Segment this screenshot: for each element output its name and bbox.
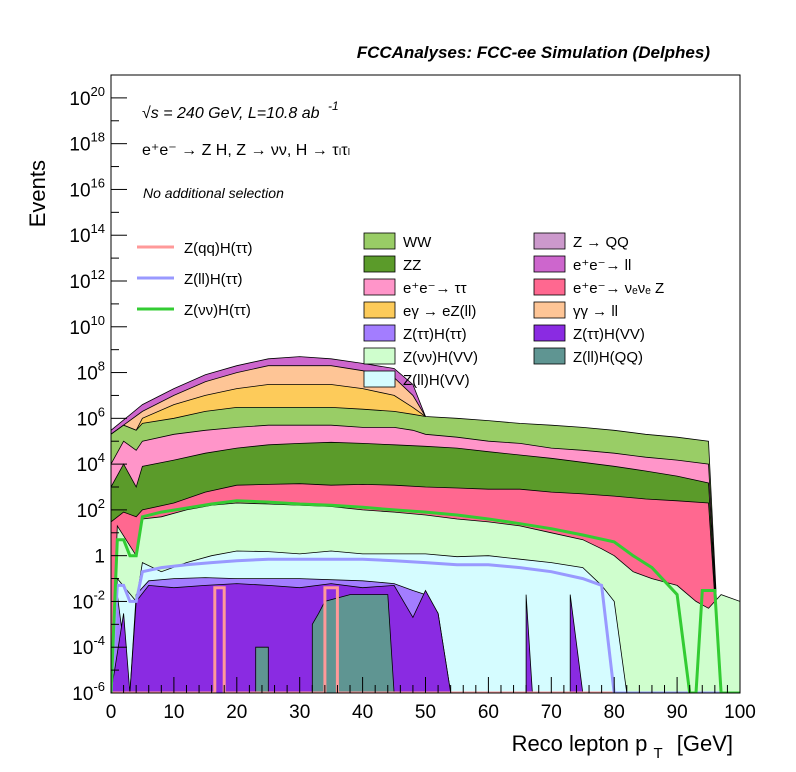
legend-bkg-swatch [363,278,396,296]
y-tick-label: 108 [77,359,105,385]
legend: Z(qq)H(ττ) Z(ll)H(ττ) Z(νν)H(ττ) WW ZZ e⁺e⁻→ … [137,232,664,389]
x-tick-label: 40 [352,702,373,723]
energy-label: √s = 240 GeV, L=10.8 ab -1 [142,99,339,122]
legend-bkg-label: Z(ll)H(VV) [403,372,470,389]
legend-bkg-label: Z(νν)H(VV) [403,349,478,366]
legend-bkg-label: γγ → ll [573,303,618,320]
y-tick-label: 1 [94,547,105,568]
y-axis-title: Events [25,160,50,227]
x-tick-label: 70 [541,702,562,723]
legend-bkg-label: e⁺e⁻→ νₑνₑ Z [573,280,664,297]
legend-bkg-label: e⁺e⁻→ ττ [403,280,467,297]
y-tick-label: 1010 [69,313,105,339]
legend-signal-label: Z(qq)H(ττ) [184,240,253,257]
legend-bkg-swatch [533,278,566,296]
x-tick-label: 30 [289,702,310,723]
signal-layer [111,499,740,693]
energy-text: √s = 240 GeV, L=10.8 ab [142,105,320,122]
energy-exponent: -1 [328,99,339,113]
y-tick-label: 10-6 [72,679,105,705]
y-tick-label: 10-2 [72,587,105,613]
legend-bkg-label: Z(ll)H(QQ) [573,349,643,366]
y-tick-label: 102 [77,496,105,522]
legend-bkg-label: e⁺e⁻→ ll [573,257,631,274]
legend-bkg-swatch [533,232,566,250]
y-tick-label: 1018 [69,130,105,156]
x-axis-title-unit: [GeV] [677,731,733,756]
y-tick-label: 106 [77,404,105,430]
legend-signal-label: Z(νν)H(ττ) [184,302,251,319]
legend-bkg-swatch [363,324,396,342]
x-tick-label: 0 [106,702,117,723]
legend-bkg-label: ZZ [403,257,421,274]
signal-line-z-ll-h [111,557,740,693]
legend-bkg-label: Z(ττ)H(ττ) [403,326,467,343]
x-axis-title: Reco lepton p T [GeV] [512,731,733,763]
legend-signal-label: Z(ll)H(ττ) [184,271,243,288]
signal-line-z-qq-h [111,586,740,693]
x-tick-label: 80 [604,702,625,723]
legend-bkg-swatch [363,347,396,365]
process-label: e⁺e⁻ → Z H, Z → νν, H → τₗτₗ [142,142,350,159]
legend-bkg-swatch [363,255,396,273]
legend-bkg-swatch [533,255,566,273]
selection-label: No additional selection [143,185,284,201]
y-tick-label: 1014 [69,221,105,247]
chart-header: FCCAnalyses: FCC-ee Simulation (Delphes) [357,43,711,62]
x-tick-label: 100 [724,702,756,723]
stack-layer [111,356,740,693]
y-tick-label: 1012 [69,267,105,293]
signal-line-z-h [111,499,740,693]
legend-bkg-swatch [533,324,566,342]
stack-area-z-ll-h-qq [111,594,740,693]
y-tick-label: 104 [77,450,105,476]
legend-bkg-label: eγ → eZ(ll) [403,303,476,320]
x-axis-title-main: Reco lepton p [512,731,648,756]
x-tick-label: 90 [667,702,688,723]
legend-bkg-swatch [533,301,566,319]
legend-bkg-label: Z → QQ [573,234,629,251]
x-tick-label: 10 [163,702,184,723]
legend-bkg-swatch [363,232,396,250]
x-axis-title-sub: T [653,745,662,762]
legend-bkg-swatch [363,301,396,319]
x-tick-label: 60 [478,702,499,723]
legend-bkg-swatch [363,370,396,388]
legend-bkg-label: Z(ττ)H(VV) [573,326,645,343]
axes: 0 10 20 30 40 50 60 70 80 90 100102010181016101410… [69,74,756,723]
x-tick-label: 50 [415,702,436,723]
legend-bkg-swatch [533,347,566,365]
legend-bkg-label: WW [403,234,432,251]
x-tick-label: 20 [226,702,247,723]
y-tick-label: 1016 [69,175,105,201]
y-tick-label: 1020 [69,84,105,110]
y-tick-label: 10-4 [72,633,105,659]
